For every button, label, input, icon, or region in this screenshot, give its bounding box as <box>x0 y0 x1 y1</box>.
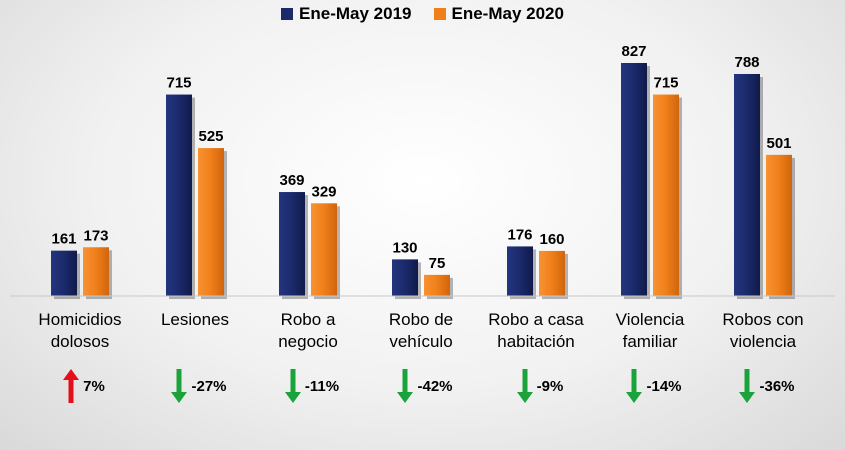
legend-label-2020: Ene-May 2020 <box>451 4 564 23</box>
category-label-4: Robo a casa habitación <box>488 310 584 351</box>
category-label-0: Homicidios dolosos <box>38 310 122 351</box>
value-label-2019-4: 176 <box>507 226 532 243</box>
bar-2019-4 <box>507 246 533 296</box>
arrow-down-icon <box>284 369 301 403</box>
change-percent-3: -42% <box>417 377 453 395</box>
legend-swatch-2019 <box>281 8 294 20</box>
category-label-6: Robos con violencia <box>722 310 804 351</box>
bar-2020-5 <box>653 94 679 296</box>
change-indicator-5: -14% <box>599 368 709 404</box>
change-percent-5: -14% <box>646 377 682 395</box>
value-label-2019-2: 369 <box>279 172 304 189</box>
value-label-2020-2: 329 <box>311 183 336 200</box>
value-label-2019-1: 715 <box>166 75 191 92</box>
chart-legend: Ene-May 2019 Ene-May 2020 <box>0 4 845 24</box>
change-percent-4: -9% <box>536 377 564 395</box>
value-label-2019-6: 788 <box>734 54 759 71</box>
category-label-3: Robo de vehículo <box>388 310 454 351</box>
value-label-2020-4: 160 <box>539 231 564 248</box>
value-label-2020-0: 173 <box>83 227 108 244</box>
legend-label-2019: Ene-May 2019 <box>299 4 412 23</box>
change-indicator-0: 7% <box>29 368 139 404</box>
change-percent-2: -11% <box>304 377 340 395</box>
bar-2020-3 <box>424 274 450 296</box>
change-indicator-1: -27% <box>144 368 254 404</box>
arrow-down-icon <box>397 369 414 403</box>
value-label-2020-3: 75 <box>429 255 446 272</box>
bar-2020-1 <box>198 148 224 296</box>
legend-item-2020: Ene-May 2020 <box>433 4 564 24</box>
change-percent-0: 7% <box>83 377 105 395</box>
change-indicator-2: -11% <box>257 368 367 404</box>
arrow-down-icon <box>516 369 533 403</box>
bar-2019-6 <box>734 73 760 296</box>
value-label-2019-0: 161 <box>51 231 76 248</box>
category-label-1: Lesiones <box>160 310 230 329</box>
bar-2020-4 <box>539 250 565 296</box>
bar-2020-2 <box>311 203 337 296</box>
value-label-2020-1: 525 <box>198 128 223 145</box>
arrow-down-icon <box>626 369 643 403</box>
change-percent-1: -27% <box>191 377 227 395</box>
bar-2019-1 <box>166 94 192 296</box>
change-indicator-3: -42% <box>370 368 480 404</box>
change-indicator-4: -9% <box>485 368 595 404</box>
bar-2019-2 <box>279 192 305 296</box>
arrow-up-icon <box>63 369 80 403</box>
value-label-2020-5: 715 <box>653 75 678 92</box>
arrow-down-icon <box>171 369 188 403</box>
bar-2020-0 <box>83 247 109 296</box>
change-indicator-6: -36% <box>712 368 822 404</box>
bar-2019-0 <box>51 250 77 296</box>
value-label-2020-6: 501 <box>766 135 791 152</box>
legend-item-2019: Ene-May 2019 <box>281 4 412 24</box>
arrow-down-icon <box>739 369 756 403</box>
category-label-5: Violencia familiar <box>615 310 685 351</box>
value-label-2019-5: 827 <box>621 43 646 60</box>
change-percent-6: -36% <box>759 377 795 395</box>
legend-swatch-2020 <box>433 8 446 20</box>
bar-2019-5 <box>621 63 647 296</box>
bar-2020-6 <box>766 154 792 296</box>
category-label-2: Robo a negocio <box>278 310 338 351</box>
value-label-2019-3: 130 <box>392 239 417 256</box>
bar-2019-3 <box>392 259 418 296</box>
